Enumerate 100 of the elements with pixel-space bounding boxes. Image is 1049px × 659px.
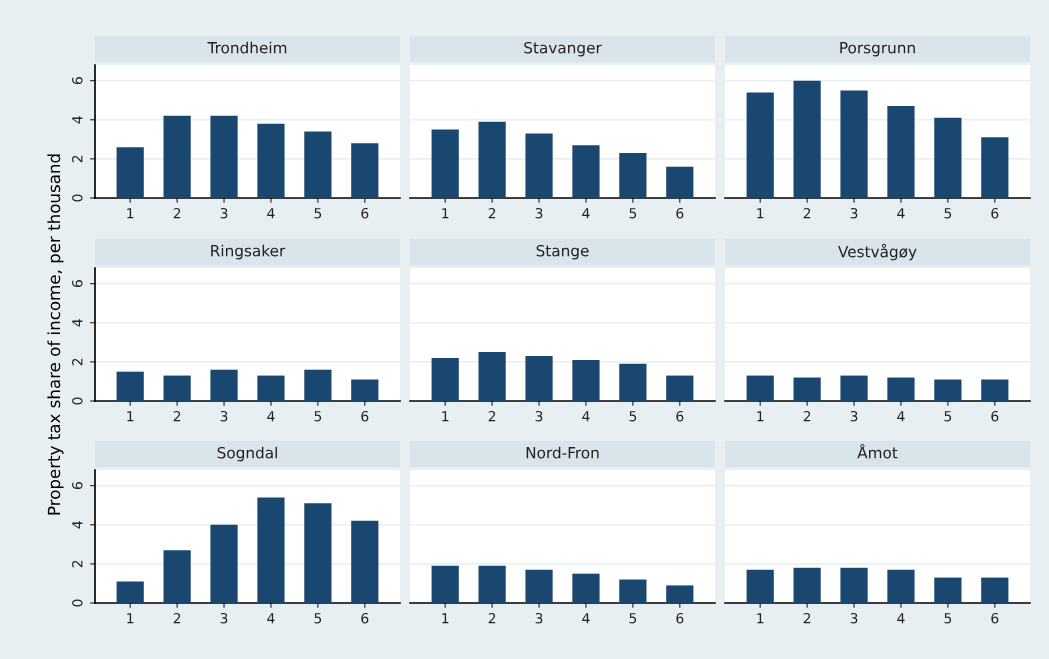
bar bbox=[351, 520, 379, 603]
x-tick-label: 6 bbox=[361, 410, 369, 422]
x-tick-label: 3 bbox=[535, 207, 543, 219]
x-tick-label: 2 bbox=[803, 410, 811, 422]
x-tick-label: 4 bbox=[267, 613, 275, 624]
x-tick-label: 2 bbox=[488, 207, 496, 219]
x-tick-label: 2 bbox=[173, 207, 181, 219]
bar bbox=[351, 143, 379, 198]
bar bbox=[666, 166, 694, 198]
y-tick-label: 0 bbox=[72, 397, 83, 405]
bar bbox=[572, 145, 600, 198]
y-tick-label: 2 bbox=[72, 155, 83, 163]
bar bbox=[304, 131, 332, 198]
bar bbox=[116, 371, 144, 401]
x-tick-label: 3 bbox=[535, 410, 543, 422]
chart-title: Stavanger bbox=[524, 41, 602, 57]
x-tick-label: 5 bbox=[314, 208, 322, 219]
bar bbox=[840, 90, 868, 198]
chart-title: Stange bbox=[536, 244, 589, 260]
x-tick-label: 6 bbox=[361, 612, 369, 624]
x-tick-label: 5 bbox=[944, 411, 952, 422]
bar bbox=[163, 375, 191, 401]
bar bbox=[304, 503, 332, 603]
x-tick-label: 1 bbox=[757, 411, 764, 422]
bar bbox=[525, 133, 553, 198]
x-tick-label: 6 bbox=[676, 410, 684, 422]
x-tick-label: 3 bbox=[220, 207, 228, 219]
x-tick-label: 4 bbox=[582, 411, 590, 422]
x-tick-label: 5 bbox=[629, 208, 637, 219]
bar bbox=[981, 137, 1009, 198]
y-tick-label: 6 bbox=[72, 77, 83, 85]
x-tick-label: 6 bbox=[991, 410, 999, 422]
x-tick-label: 2 bbox=[803, 612, 811, 624]
bar bbox=[116, 581, 144, 603]
bar bbox=[666, 585, 694, 603]
y-axis-title: Property tax share of income, per thousand bbox=[47, 154, 64, 515]
bar bbox=[257, 375, 285, 401]
x-tick-label: 6 bbox=[676, 612, 684, 624]
x-tick-label: 2 bbox=[488, 410, 496, 422]
x-tick-label: 3 bbox=[220, 612, 228, 624]
x-tick-label: 1 bbox=[127, 208, 134, 219]
x-tick-label: 5 bbox=[314, 411, 322, 422]
bar bbox=[304, 369, 332, 401]
x-tick-label: 4 bbox=[582, 613, 590, 624]
y-tick-label: 4 bbox=[72, 521, 83, 529]
x-tick-label: 5 bbox=[944, 613, 952, 624]
x-tick-label: 3 bbox=[220, 410, 228, 422]
bar bbox=[746, 92, 774, 198]
bar bbox=[619, 579, 647, 603]
y-tick-label: 2 bbox=[72, 358, 83, 366]
x-tick-label: 1 bbox=[442, 411, 449, 422]
x-tick-label: 3 bbox=[850, 410, 858, 422]
y-tick-label: 0 bbox=[72, 194, 83, 202]
x-tick-label: 1 bbox=[442, 613, 449, 624]
x-tick-label: 5 bbox=[629, 613, 637, 624]
x-tick-label: 2 bbox=[488, 612, 496, 624]
x-tick-label: 1 bbox=[127, 613, 134, 624]
bar bbox=[210, 115, 238, 198]
x-tick-label: 5 bbox=[629, 411, 637, 422]
bar bbox=[257, 497, 285, 603]
bar bbox=[163, 115, 191, 198]
x-tick-label: 3 bbox=[850, 207, 858, 219]
y-tick-label: 6 bbox=[72, 482, 83, 490]
bar bbox=[572, 359, 600, 401]
chart-title: Nord-Fron bbox=[526, 446, 599, 459]
bar bbox=[210, 524, 238, 603]
x-tick-label: 4 bbox=[582, 208, 590, 219]
x-tick-label: 5 bbox=[944, 208, 952, 219]
x-tick-label: 6 bbox=[676, 207, 684, 219]
bar bbox=[431, 565, 459, 603]
bar bbox=[431, 357, 459, 401]
bar bbox=[478, 352, 506, 401]
x-tick-label: 1 bbox=[757, 208, 764, 219]
bar bbox=[619, 153, 647, 198]
x-tick-label: 4 bbox=[897, 613, 905, 624]
bar bbox=[525, 356, 553, 401]
bar bbox=[210, 369, 238, 401]
bar bbox=[525, 569, 553, 603]
chart-title: Trondheim bbox=[207, 41, 287, 54]
x-tick-label: 1 bbox=[127, 411, 134, 422]
x-tick-label: 2 bbox=[173, 410, 181, 422]
bar bbox=[257, 123, 285, 198]
x-tick-label: 4 bbox=[267, 208, 275, 219]
x-tick-label: 6 bbox=[991, 207, 999, 219]
chart-title: Vestvågøy bbox=[838, 243, 917, 261]
x-tick-label: 6 bbox=[361, 207, 369, 219]
chart-title: Sogndal bbox=[217, 446, 277, 462]
y-tick-label: 4 bbox=[72, 116, 83, 124]
x-tick-label: 4 bbox=[897, 411, 905, 422]
bar bbox=[619, 363, 647, 401]
bar bbox=[666, 375, 694, 401]
y-tick-label: 4 bbox=[72, 319, 83, 327]
bar bbox=[431, 129, 459, 198]
x-tick-label: 1 bbox=[442, 208, 449, 219]
x-tick-label: 6 bbox=[991, 612, 999, 624]
x-tick-label: 3 bbox=[850, 612, 858, 624]
bar bbox=[793, 80, 821, 198]
x-tick-label: 2 bbox=[173, 612, 181, 624]
chart-title: Ringsaker bbox=[211, 244, 286, 260]
bar bbox=[887, 106, 915, 198]
